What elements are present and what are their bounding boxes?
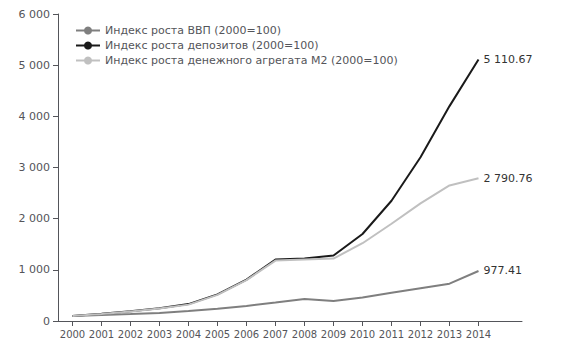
- svg-text:2002: 2002: [118, 329, 143, 340]
- svg-text:5 000: 5 000: [19, 59, 51, 72]
- svg-text:Индекс роста ВВП (2000=100): Индекс роста ВВП (2000=100): [105, 24, 281, 37]
- svg-text:2013: 2013: [437, 329, 462, 340]
- svg-text:2008: 2008: [292, 329, 317, 340]
- svg-text:2012: 2012: [408, 329, 433, 340]
- svg-text:2 000: 2 000: [19, 212, 51, 225]
- svg-text:Индекс роста денежного агрегат: Индекс роста денежного агрегата М2 (2000…: [105, 54, 398, 67]
- svg-text:2004: 2004: [176, 329, 201, 340]
- svg-text:2000: 2000: [60, 329, 85, 340]
- svg-text:2014: 2014: [466, 329, 491, 340]
- svg-text:977.41: 977.41: [484, 264, 523, 277]
- svg-text:5 110.67: 5 110.67: [484, 53, 533, 66]
- svg-text:2 790.76: 2 790.76: [484, 172, 533, 185]
- svg-text:6 000: 6 000: [19, 8, 51, 21]
- svg-text:3 000: 3 000: [19, 161, 51, 174]
- svg-text:2011: 2011: [379, 329, 404, 340]
- svg-text:2001: 2001: [89, 329, 114, 340]
- svg-text:2010: 2010: [350, 329, 375, 340]
- svg-text:2009: 2009: [321, 329, 346, 340]
- svg-text:2005: 2005: [205, 329, 230, 340]
- svg-text:2003: 2003: [147, 329, 172, 340]
- svg-text:2007: 2007: [263, 329, 288, 340]
- svg-text:4 000: 4 000: [19, 110, 51, 123]
- svg-text:Индекс роста депозитов (2000=1: Индекс роста депозитов (2000=100): [105, 39, 319, 52]
- svg-text:0: 0: [43, 315, 50, 328]
- svg-text:2006: 2006: [234, 329, 259, 340]
- svg-text:1 000: 1 000: [19, 263, 51, 276]
